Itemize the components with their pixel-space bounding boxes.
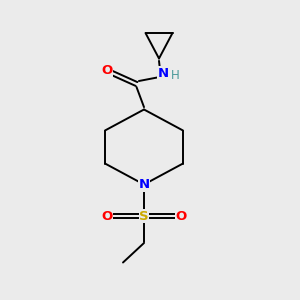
Text: O: O (101, 64, 112, 77)
Text: O: O (176, 209, 187, 223)
Text: N: N (138, 178, 150, 191)
Text: H: H (170, 69, 179, 82)
Text: O: O (101, 209, 112, 223)
Text: N: N (158, 67, 169, 80)
Text: S: S (139, 209, 149, 223)
